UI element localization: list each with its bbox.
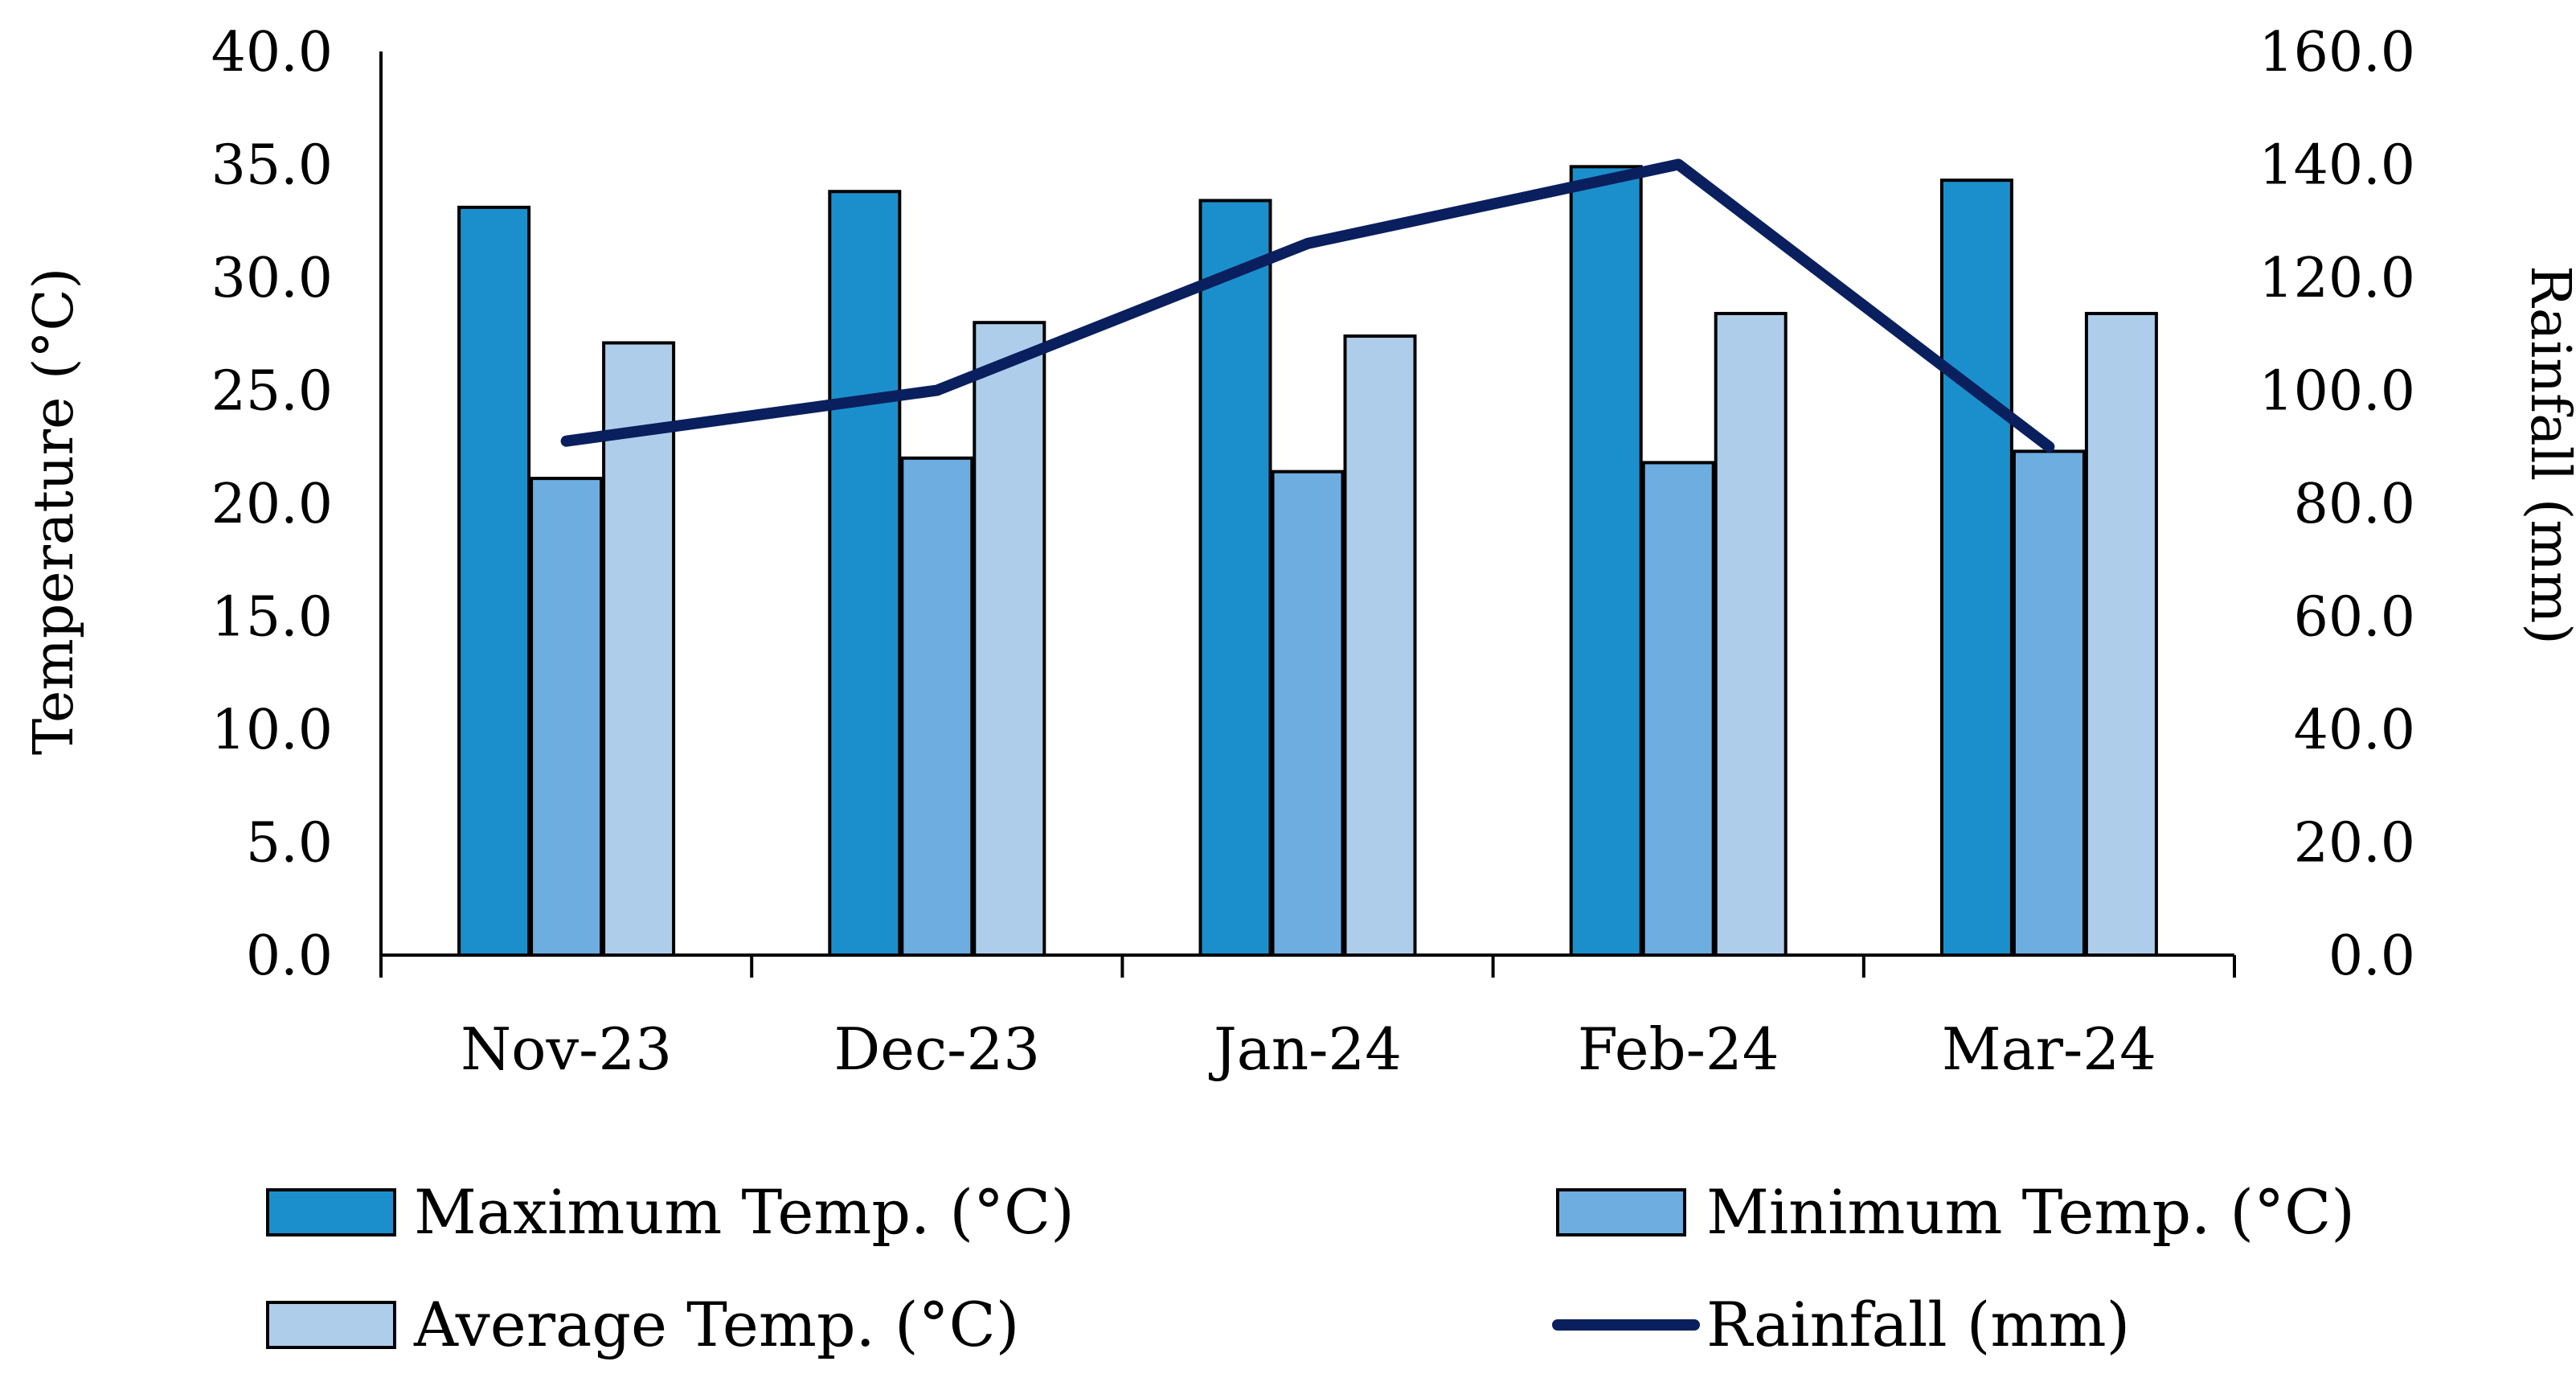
bar-minimum-mar-24 — [2012, 449, 2086, 957]
rainfall-point — [936, 389, 938, 392]
bar-average-feb-24 — [1714, 311, 1788, 957]
bar-maximum-nov-23 — [457, 205, 531, 957]
bar-minimum-dec-23 — [900, 456, 974, 957]
bar-average-mar-24 — [2084, 311, 2158, 957]
rainfall-point — [2048, 445, 2050, 448]
bar-average-nov-23 — [602, 341, 676, 957]
bar-minimum-jan-24 — [1271, 470, 1345, 957]
left-tick-label: 25.0 — [211, 360, 333, 424]
legend: Maximum Temp. (°C) Minimum Temp. (°C) Aver… — [266, 1176, 2355, 1360]
right-tick-label: 140.0 — [2259, 134, 2415, 198]
left-tick-label: 10.0 — [211, 699, 333, 762]
right-tick-label: 160.0 — [2259, 21, 2415, 84]
right-tick-label: 100.0 — [2259, 360, 2415, 424]
legend-label: Maximum Temp. (°C) — [414, 1176, 1075, 1248]
bar-minimum-nov-23 — [530, 477, 604, 957]
right-tick-label: 120.0 — [2259, 247, 2415, 310]
legend-swatch-minimum — [1556, 1188, 1686, 1236]
y-axis-title: Temperature (°C) — [23, 268, 86, 755]
left-tick-label: 30.0 — [211, 247, 333, 310]
y2-axis-title: Rainfall (mm) — [2518, 265, 2576, 645]
left-tick-label: 15.0 — [211, 586, 333, 650]
right-tick-label: 80.0 — [2294, 473, 2415, 536]
rainfall-point — [1307, 242, 1308, 244]
bar-maximum-feb-24 — [1569, 165, 1643, 957]
bar-maximum-dec-23 — [828, 190, 902, 958]
bar-average-dec-23 — [973, 321, 1046, 957]
left-tick-label: 5.0 — [246, 812, 333, 876]
legend-label: Average Temp. (°C) — [413, 1289, 1019, 1360]
rainfall-line — [560, 158, 2055, 453]
bar-minimum-feb-24 — [1641, 461, 1715, 957]
bar-maximum-mar-24 — [1939, 178, 2013, 958]
rainfall-line-layer — [560, 158, 2055, 453]
rainfall-point — [1677, 163, 1680, 166]
rainfall-point — [565, 440, 567, 442]
right-tick-label: 0.0 — [2328, 925, 2415, 988]
x-category-label: Nov-23 — [461, 1015, 672, 1083]
legend-swatch-average — [266, 1301, 396, 1349]
x-category-label: Dec-23 — [833, 1015, 1040, 1083]
left-tick-label: 0.0 — [246, 925, 333, 988]
legend-swatch-maximum — [266, 1188, 396, 1236]
bars-layer — [457, 165, 2158, 958]
right-tick-label: 60.0 — [2294, 586, 2415, 650]
legend-label: Minimum Temp. (°C) — [1706, 1176, 2355, 1248]
axes-layer: 0.0 5.0 10.0 15.0 20.0 25.0 30.0 35.0 40.0 0.0 20.… — [23, 21, 2576, 1083]
left-tick-label: 20.0 — [211, 473, 333, 536]
left-tick-label: 35.0 — [211, 134, 333, 198]
right-tick-label: 40.0 — [2294, 699, 2415, 762]
legend-label: Rainfall (mm) — [1706, 1289, 2130, 1360]
x-category-label: Feb-24 — [1578, 1015, 1779, 1083]
x-category-label: Jan-24 — [1208, 1015, 1402, 1083]
bar-average-jan-24 — [1343, 334, 1417, 957]
right-tick-label: 20.0 — [2294, 812, 2415, 876]
left-tick-label: 40.0 — [211, 21, 333, 84]
bar-maximum-jan-24 — [1198, 199, 1272, 957]
x-category-label: Mar-24 — [1942, 1015, 2156, 1083]
